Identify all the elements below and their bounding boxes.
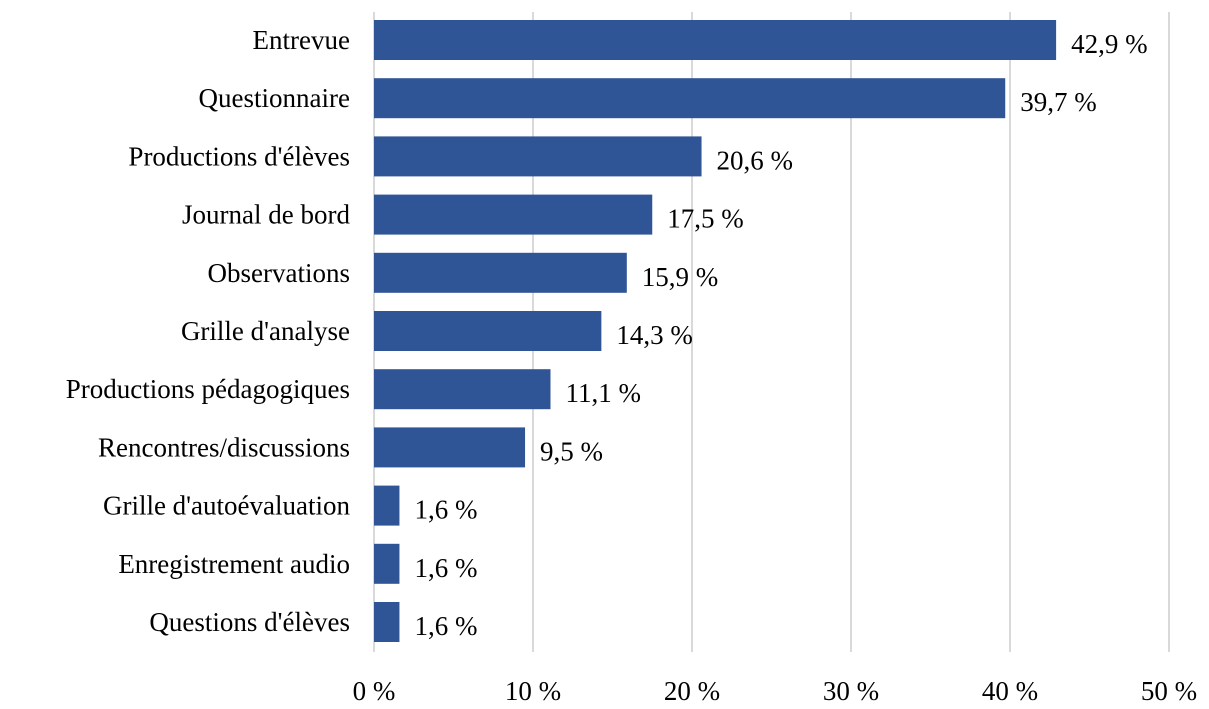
x-tick-label: 0 % bbox=[353, 676, 396, 704]
x-tick-label: 10 % bbox=[505, 676, 561, 704]
x-axis-tick-labels: 0 % 10 % 20 % 30 % 40 % 50 % bbox=[353, 676, 1198, 706]
category-label: Productions d'élèves bbox=[128, 141, 350, 171]
data-label: 11,1 % bbox=[565, 378, 641, 408]
bar bbox=[374, 543, 400, 584]
bar bbox=[374, 194, 653, 235]
value-labels: 42,9 % 39,7 % 20,6 % 17,5 % 15,9 % 14,3 % 11,1… bbox=[414, 29, 1147, 641]
category-label: Entrevue bbox=[253, 25, 350, 55]
category-label: Questions d'élèves bbox=[149, 607, 350, 637]
data-label: 14,3 % bbox=[616, 320, 693, 350]
data-label: 17,5 % bbox=[667, 204, 744, 234]
bar bbox=[374, 20, 1057, 60]
category-label: Grille d'analyse bbox=[181, 316, 350, 346]
bar bbox=[374, 311, 602, 351]
data-label: 15,9 % bbox=[642, 262, 719, 292]
category-label: Questionnaire bbox=[199, 83, 350, 113]
category-label: Observations bbox=[208, 258, 350, 288]
x-tick-label: 30 % bbox=[823, 676, 879, 704]
category-label: Enregistrement audio bbox=[118, 549, 350, 579]
data-label: 1,6 % bbox=[414, 495, 477, 525]
bars bbox=[374, 20, 1057, 642]
data-label: 42,9 % bbox=[1071, 29, 1148, 59]
category-label: Journal de bord bbox=[182, 200, 350, 230]
data-label: 20,6 % bbox=[717, 145, 794, 175]
x-tick-label: 50 % bbox=[1141, 676, 1197, 704]
x-tick-label: 20 % bbox=[664, 676, 720, 704]
data-label: 9,5 % bbox=[540, 436, 603, 466]
data-label: 39,7 % bbox=[1020, 87, 1097, 117]
bar bbox=[374, 252, 627, 293]
bar bbox=[374, 485, 400, 526]
bar bbox=[374, 369, 551, 410]
category-labels: Entrevue Questionnaire Productions d'élève… bbox=[66, 25, 351, 637]
category-label: Rencontres/discussions bbox=[98, 432, 350, 462]
bar bbox=[374, 427, 526, 468]
bar bbox=[374, 136, 702, 177]
bar bbox=[374, 602, 400, 642]
data-label: 1,6 % bbox=[414, 611, 477, 641]
bar bbox=[374, 78, 1006, 119]
category-label: Productions pédagogiques bbox=[66, 374, 350, 404]
category-label: Grille d'autoévaluation bbox=[103, 491, 351, 521]
data-label: 1,6 % bbox=[414, 553, 477, 583]
x-tick-label: 40 % bbox=[982, 676, 1038, 704]
